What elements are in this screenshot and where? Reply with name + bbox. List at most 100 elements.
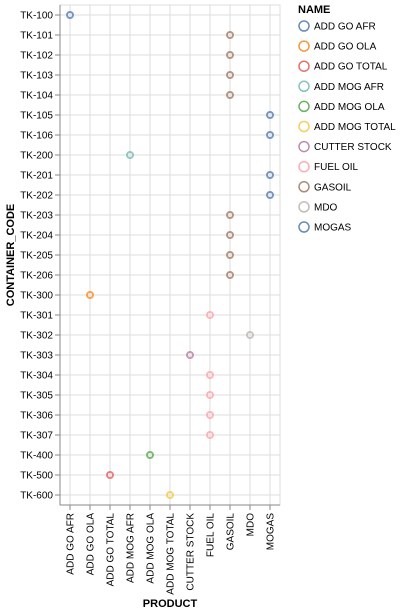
- legend-label: MDO: [314, 202, 338, 213]
- legend-item: FUEL OIL: [298, 160, 359, 173]
- y-tick-label: TK-305: [20, 391, 53, 402]
- legend-item: CUTTER STOCK: [298, 140, 392, 153]
- legend-symbol: [298, 120, 310, 133]
- data-point: [206, 311, 214, 319]
- x-axis-title: PRODUCT: [143, 598, 198, 610]
- data-point: [226, 91, 234, 99]
- data-point: [266, 191, 274, 199]
- y-tick-label: TK-306: [20, 411, 53, 422]
- legend-item: ADD GO OLA: [298, 40, 377, 53]
- legend-symbol: [298, 20, 310, 32]
- legend-symbol: [298, 100, 310, 113]
- x-tick-label: ADD MOG TOTAL: [166, 513, 177, 595]
- data-point: [266, 131, 274, 139]
- legend-symbol: [298, 221, 310, 233]
- legend-label: ADD MOG OLA: [314, 102, 385, 113]
- data-point: [226, 211, 234, 219]
- legend-label: GASOIL: [314, 182, 352, 193]
- legend-label: CUTTER STOCK: [314, 142, 392, 153]
- y-tick-label: TK-106: [20, 131, 53, 142]
- data-point: [226, 271, 234, 279]
- y-tick-label: TK-302: [20, 331, 53, 342]
- y-tick-label: TK-104: [20, 91, 53, 102]
- legend-label: ADD GO TOTAL: [314, 62, 388, 73]
- legend-label: MOGAS: [314, 223, 352, 234]
- data-point: [106, 471, 114, 479]
- legend-item: GASOIL: [298, 181, 352, 193]
- x-tick-label: MOGAS: [266, 513, 277, 551]
- x-tick-label: GASOIL: [226, 513, 237, 551]
- data-point: [186, 351, 194, 359]
- x-tick-label: ADD GO OLA: [86, 513, 97, 576]
- data-point: [266, 171, 274, 179]
- legend-symbol: [298, 160, 310, 173]
- legend-title: NAME: [298, 4, 330, 16]
- legend-item: ADD GO AFR: [298, 20, 376, 33]
- data-point: [86, 291, 94, 299]
- legend-label: ADD GO OLA: [314, 42, 377, 53]
- data-point: [226, 251, 234, 259]
- x-tick-label: ADD GO TOTAL: [106, 513, 117, 587]
- x-tick-label: ADD GO AFR: [66, 513, 77, 575]
- data-point: [206, 371, 214, 379]
- y-tick-label: TK-307: [20, 431, 53, 442]
- y-tick-label: TK-500: [20, 471, 53, 482]
- legend-item: ADD GO TOTAL: [298, 60, 388, 73]
- x-tick-label: CUTTER STOCK: [186, 513, 197, 591]
- y-tick-label: TK-103: [20, 71, 53, 82]
- y-tick-label: TK-304: [20, 371, 53, 382]
- legend-item: ADD MOG OLA: [298, 100, 385, 113]
- y-tick-label: TK-300: [20, 291, 53, 302]
- legend-label: ADD GO AFR: [314, 22, 376, 33]
- legend-item: MDO: [298, 201, 338, 213]
- data-point: [66, 11, 74, 19]
- legend-label: FUEL OIL: [314, 162, 359, 173]
- legend-symbol: [298, 40, 310, 52]
- grid: [60, 5, 280, 505]
- data-point: [166, 491, 174, 499]
- data-point: [226, 31, 234, 39]
- data-point: [226, 51, 234, 59]
- x-tick-label: MDO: [246, 513, 257, 537]
- legend-symbol: [298, 80, 310, 93]
- y-tick-label: TK-203: [20, 211, 53, 222]
- points: [66, 11, 274, 499]
- y-tick-label: TK-201: [20, 171, 53, 182]
- y-tick-label: TK-205: [20, 251, 53, 262]
- y-tick-label: TK-102: [20, 51, 53, 62]
- data-point: [206, 431, 214, 439]
- y-tick-label: TK-400: [20, 451, 53, 462]
- data-point: [206, 411, 214, 419]
- y-tick-label: TK-105: [20, 111, 53, 122]
- legend-label: ADD MOG TOTAL: [314, 122, 396, 133]
- legend-symbol: [298, 201, 310, 213]
- y-tick-label: TK-303: [20, 351, 53, 362]
- legend-symbol: [298, 181, 310, 193]
- data-point: [206, 391, 214, 399]
- y-tick-label: TK-206: [20, 271, 53, 282]
- y-tick-label: TK-100: [20, 11, 53, 22]
- legend-item: ADD MOG AFR: [298, 80, 384, 93]
- y-axis-title: CONTAINER_CODE: [5, 204, 17, 306]
- data-point: [246, 331, 254, 339]
- legend-symbol: [298, 140, 310, 153]
- y-tick-label: TK-301: [20, 311, 53, 322]
- y-tick-label: TK-204: [20, 231, 53, 242]
- data-point: [146, 451, 154, 459]
- legend: NAME ADD GO AFR ADD GO OLA ADD GO TOTAL ADD…: [298, 4, 396, 234]
- data-point: [266, 111, 274, 119]
- data-point: [226, 71, 234, 79]
- legend-item: MOGAS: [298, 221, 352, 234]
- y-tick-label: TK-600: [20, 491, 53, 502]
- y-tick-label: TK-200: [20, 151, 53, 162]
- data-point: [226, 231, 234, 239]
- axes: TK-100 TK-101 TK-102 TK-103 TK-104 TK-105 TK-1…: [20, 5, 280, 595]
- data-point: [126, 151, 134, 159]
- y-tick-label: TK-101: [20, 31, 53, 42]
- x-tick-label: ADD MOG AFR: [126, 513, 137, 583]
- legend-item: ADD MOG TOTAL: [298, 120, 396, 133]
- legend-symbol: [298, 60, 310, 72]
- x-tick-label: ADD MOG OLA: [146, 513, 157, 584]
- legend-label: ADD MOG AFR: [314, 82, 384, 93]
